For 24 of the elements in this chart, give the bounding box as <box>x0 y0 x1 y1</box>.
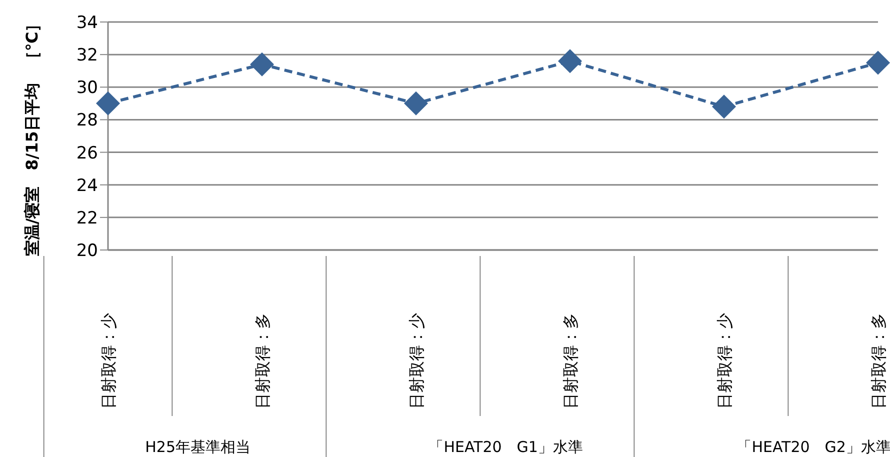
y-tick-label: 24 <box>76 176 98 196</box>
x-tick-label: 日射取得：多 <box>253 313 272 409</box>
x-tick-label: 日射取得：少 <box>407 313 426 409</box>
point <box>558 49 582 74</box>
y-tick-label: 34 <box>76 13 98 34</box>
y-tick-label: 30 <box>76 78 98 98</box>
x-tick-label: 日射取得：少 <box>715 313 734 409</box>
point <box>712 94 736 119</box>
text: 「HEAT20 G2」水準 <box>736 438 890 456</box>
point <box>404 91 428 116</box>
x-tick-label: 日射取得：多 <box>869 313 888 409</box>
y-tick-label: 32 <box>76 46 98 66</box>
y-tick-label: 20 <box>76 241 98 262</box>
point <box>96 91 120 116</box>
y-tick-label: 26 <box>76 143 98 164</box>
y-tick-label: 22 <box>76 208 98 228</box>
point <box>250 52 274 76</box>
point <box>866 50 890 75</box>
y-tick-label: 28 <box>76 110 98 131</box>
text: H25年基準相当 <box>145 438 251 456</box>
y-axis-title: 室温/寝室 8/15日平均 ［℃］ <box>22 16 42 256</box>
x-tick-label: 日射取得：少 <box>99 313 118 409</box>
text: 「HEAT20 G1」水準 <box>428 438 583 456</box>
x-tick-label: 日射取得：多 <box>561 313 580 409</box>
